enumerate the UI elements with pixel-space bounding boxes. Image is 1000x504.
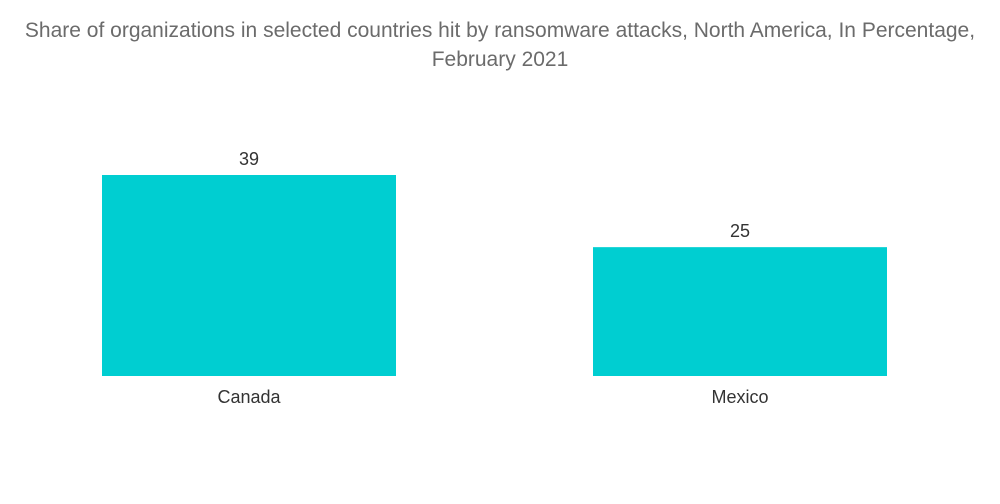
labels-layer: 39 Canada 25 Mexico [217, 149, 768, 407]
data-label-mexico: 25 [730, 221, 750, 241]
category-label-canada: Canada [217, 387, 281, 407]
category-label-mexico: Mexico [711, 387, 768, 407]
bar-canada [102, 175, 396, 376]
chart-title: Share of organizations in selected count… [24, 19, 976, 71]
data-label-canada: 39 [239, 149, 259, 169]
bars-layer [102, 175, 887, 376]
bar-mexico [593, 247, 887, 376]
